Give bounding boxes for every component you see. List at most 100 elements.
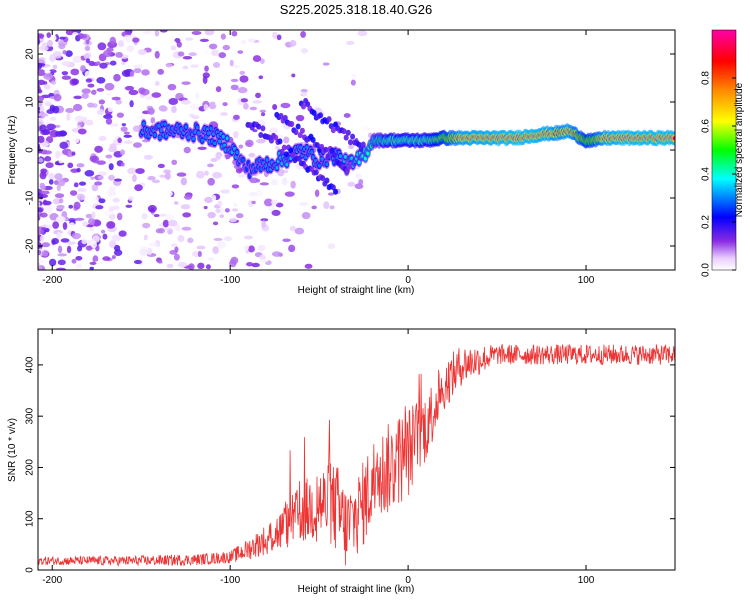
spectrogram-cell <box>241 158 245 163</box>
spectrogram-cell <box>132 142 143 148</box>
spectrogram-cell <box>290 180 296 189</box>
spectrogram-cell <box>121 69 131 77</box>
spectrogram-cell <box>296 155 302 162</box>
spectrogram-cell <box>89 261 97 266</box>
spectrogram-cell <box>182 55 193 60</box>
spectrogram-cell <box>211 49 220 57</box>
spectrogram-cell <box>81 238 88 245</box>
spectrogram-cell <box>203 50 210 54</box>
spectrogram-cell <box>84 45 91 51</box>
spectrogram-cell <box>69 222 75 229</box>
spectrogram-cell <box>40 190 50 195</box>
spectrogram-cell <box>300 48 308 54</box>
spectrogram-cell <box>77 187 87 193</box>
spectrogram-cell <box>115 51 123 58</box>
spectrogram-cell <box>212 171 222 179</box>
spectrogram-cell <box>295 123 301 130</box>
spectrogram-cell <box>103 114 113 120</box>
spectrogram-cell <box>54 173 63 181</box>
spectrogram-cell <box>256 138 266 144</box>
spectrogram-cell <box>143 234 148 241</box>
spectrogram-cell <box>356 141 362 148</box>
spectrogram-cell <box>304 263 313 269</box>
spectrogram-cell <box>284 191 295 197</box>
spectrogram-cell <box>208 43 218 50</box>
spectrogram-cell <box>141 213 148 220</box>
spectrogram-image <box>38 30 675 270</box>
spectrogram-cell <box>238 246 247 254</box>
spectrogram-cell <box>325 162 329 167</box>
spectrogram-cell <box>100 229 106 234</box>
spectrogram-cell <box>200 138 204 143</box>
spectrogram-cell <box>38 118 44 126</box>
spectrogram-cell <box>38 265 42 270</box>
spectrogram-cell <box>54 193 65 199</box>
spectrogram-cell <box>299 127 305 134</box>
y-tick-label: 300 <box>25 407 36 424</box>
spectrogram-cell <box>168 98 179 106</box>
spectrogram-cell <box>44 116 49 122</box>
spectrogram-cell <box>143 154 153 160</box>
spectrogram-cell <box>39 171 47 180</box>
spectrogram-cell <box>94 145 103 153</box>
spectrogram-cell <box>197 146 207 150</box>
spectrogram-cell <box>350 133 356 140</box>
spectrogram-cell <box>275 165 279 170</box>
spectrogram-cell <box>57 217 64 223</box>
spectrogram-cell <box>116 112 125 118</box>
spectrogram-cell <box>38 69 46 77</box>
spectrogram-cell <box>326 116 332 123</box>
spectrogram-cell <box>159 213 167 217</box>
spectrogram-cell <box>239 70 246 75</box>
spectrogram-cell <box>61 60 71 67</box>
spectrogram-cell <box>61 71 69 76</box>
spectrogram-cell <box>188 52 197 57</box>
spectrogram-cell <box>41 143 50 147</box>
spectrogram-cell <box>68 204 74 209</box>
spectrogram-cell <box>290 152 296 159</box>
spectrogram-cell <box>55 150 61 159</box>
spectrogram-cell <box>55 267 66 270</box>
spectrogram-cell <box>84 70 91 79</box>
spectrogram-cell <box>153 213 160 218</box>
spectrogram-cell <box>39 182 45 189</box>
spectrogram-cell <box>235 150 239 155</box>
spectrogram-cell <box>282 238 291 243</box>
spectrogram-cell <box>275 202 284 208</box>
spectrogram-cell <box>212 246 219 255</box>
spectrogram-cell <box>272 103 278 110</box>
spectrogram-cell <box>240 39 247 45</box>
spectrogram-cell <box>105 154 113 159</box>
y-tick-label: 20 <box>25 48 36 60</box>
spectrogram-cell <box>190 64 199 69</box>
spectrogram-cell <box>258 49 264 54</box>
spectrogram-cell <box>282 114 288 121</box>
spectrogram-cell <box>255 92 261 99</box>
spectrogram-cell <box>53 93 62 102</box>
spectrogram-cell <box>257 244 266 252</box>
spectrogram-cell <box>344 168 350 175</box>
spectrogram-cell <box>38 135 45 144</box>
spectrogram-cell <box>283 151 289 158</box>
spectrogram-cell <box>346 163 352 170</box>
spectrogram-cell <box>88 217 96 226</box>
spectrogram-cell <box>215 86 222 93</box>
spectrogram-cell <box>73 103 83 112</box>
spectrogram-cell <box>331 152 337 159</box>
spectrogram-cell <box>91 184 99 192</box>
spectrogram-cell <box>49 54 56 62</box>
spectrogram-cell <box>123 140 133 144</box>
spectrogram-cell <box>188 263 195 270</box>
spectrogram-cell <box>273 134 279 141</box>
spectrogram-cell <box>212 62 221 68</box>
spectrogram-cell <box>239 75 249 83</box>
spectrogram-cell <box>135 115 145 119</box>
spectrogram-cell <box>363 156 367 161</box>
x-tick-label: -200 <box>42 575 62 586</box>
spectrogram-cell <box>222 44 231 51</box>
spectrogram-cell <box>278 112 284 119</box>
spectrogram-cell <box>111 255 116 260</box>
spectrogram-cell <box>218 52 227 59</box>
spectrogram-cell <box>328 192 335 196</box>
